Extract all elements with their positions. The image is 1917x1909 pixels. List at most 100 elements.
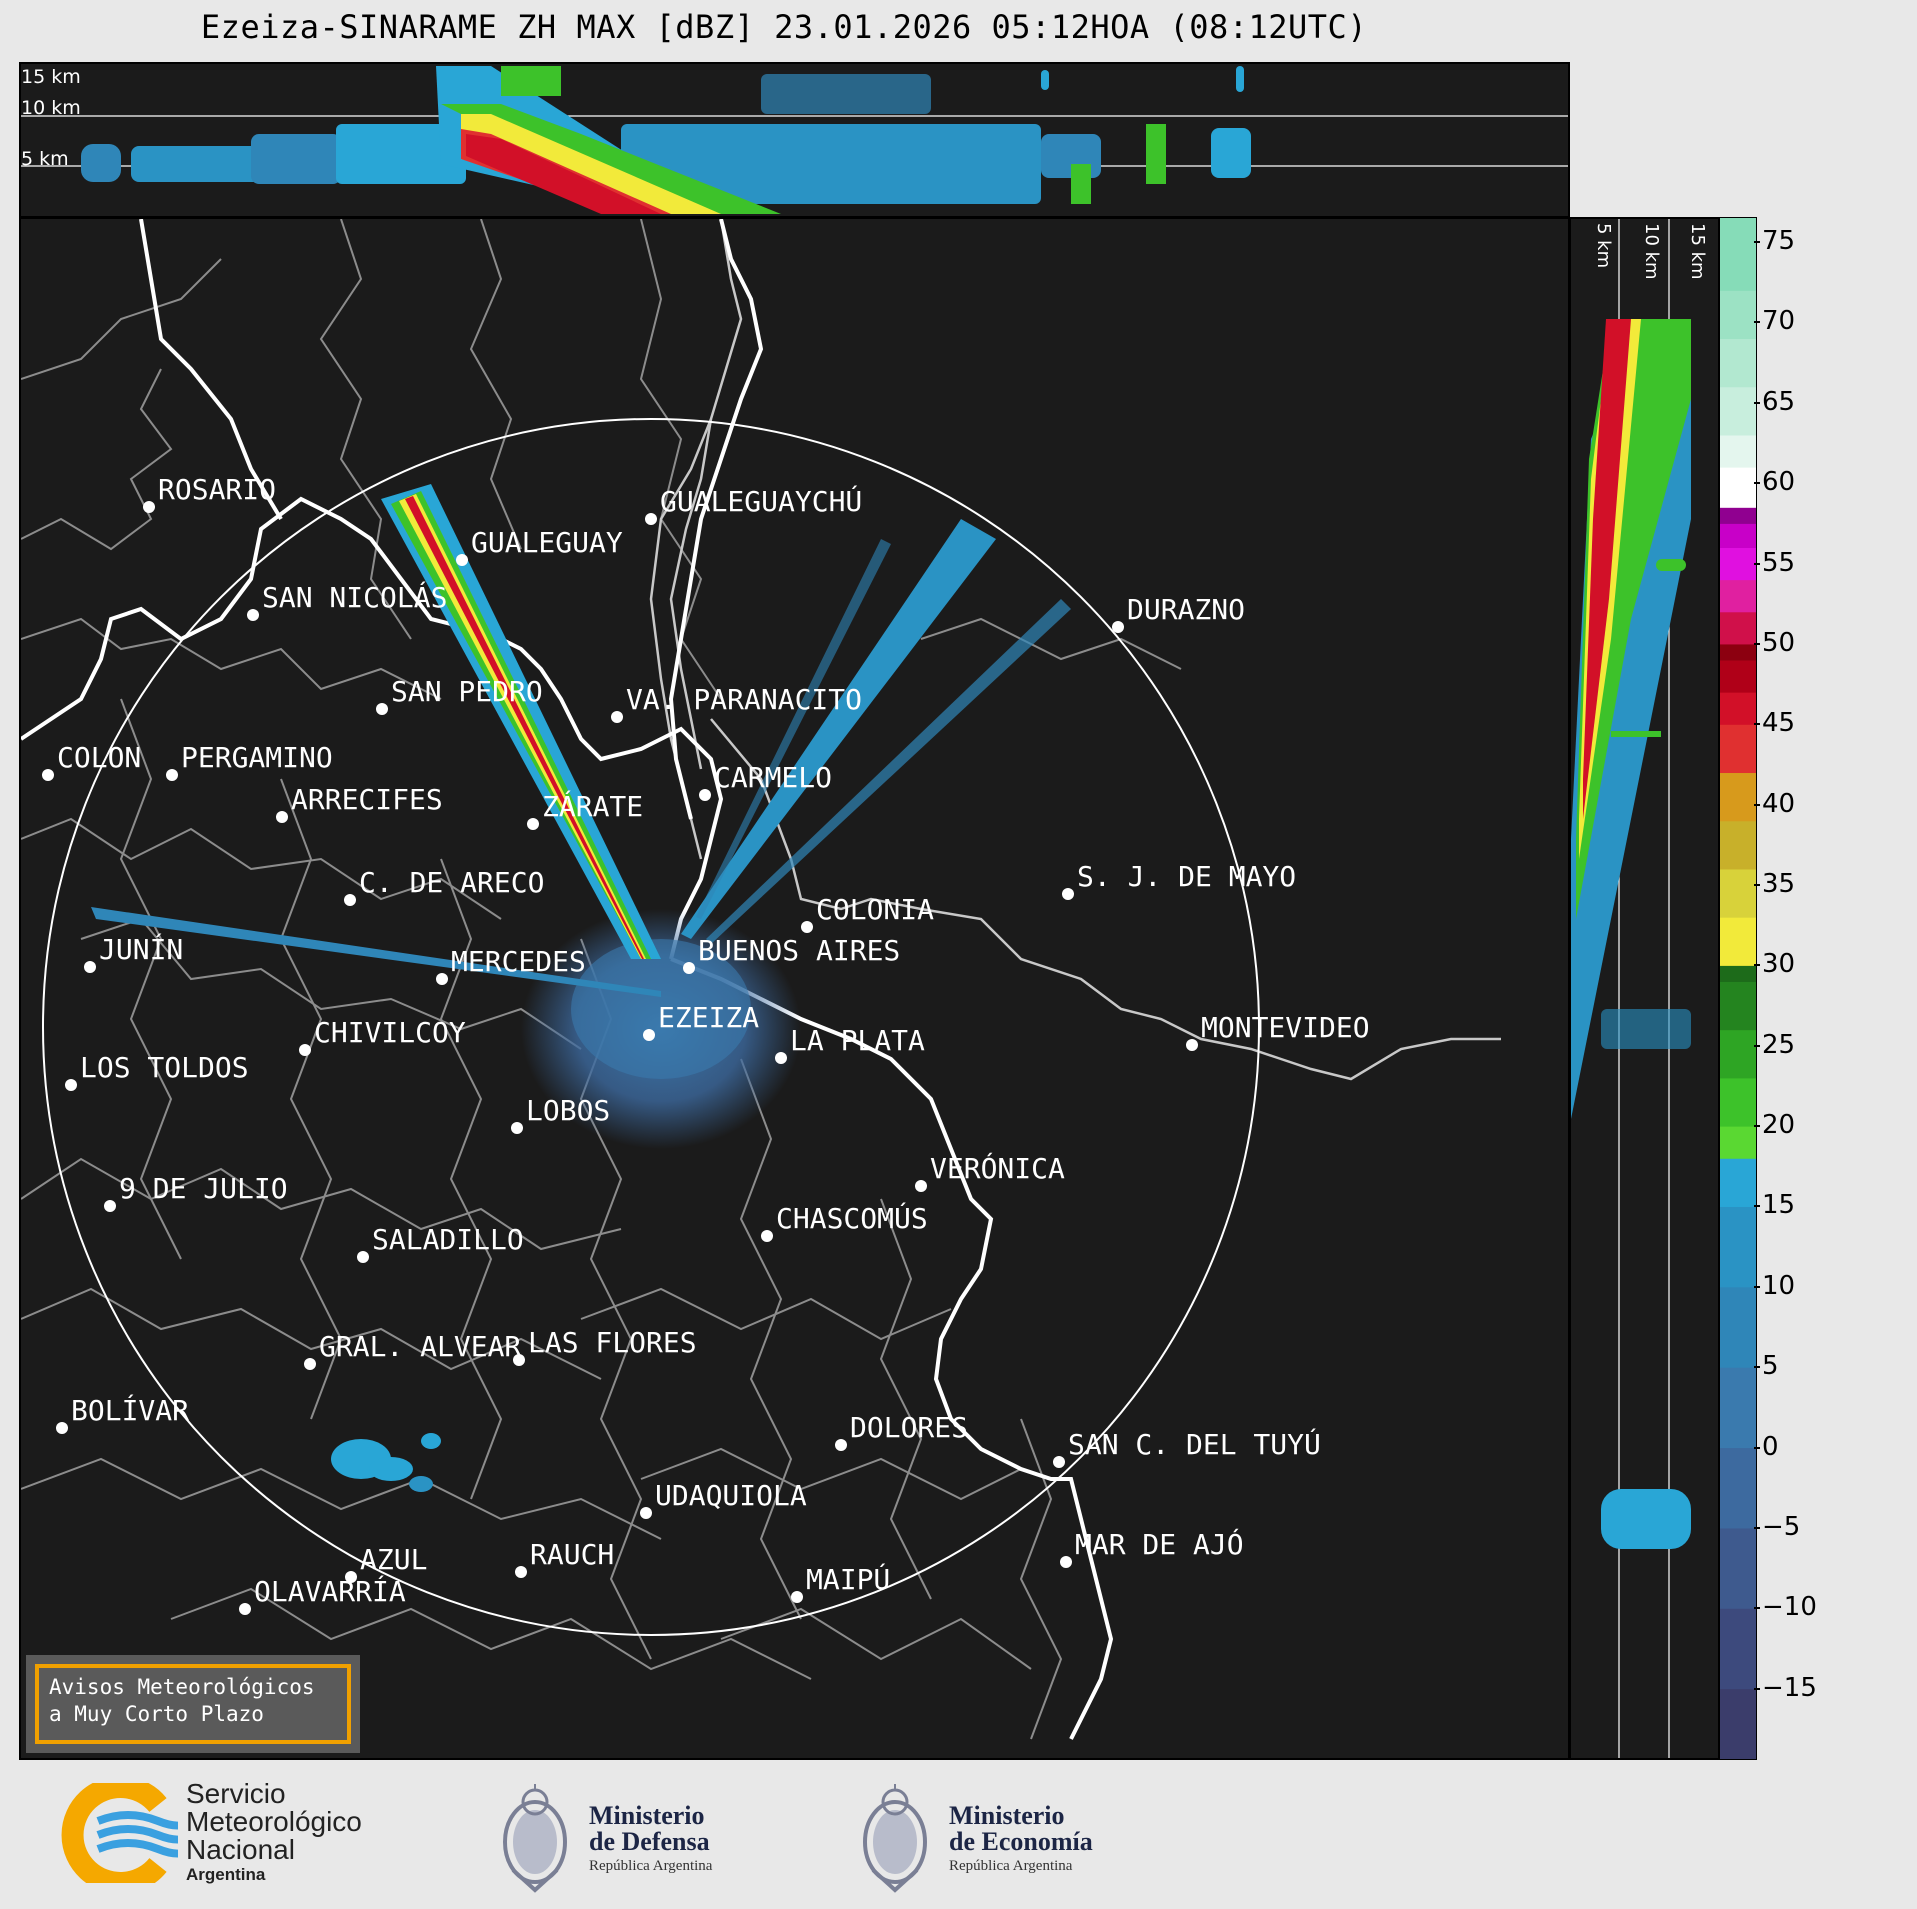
city-marker: VA. PARANACITO	[611, 683, 862, 723]
colorbar-segment	[1720, 868, 1758, 918]
city-dot	[1186, 1039, 1198, 1051]
city-marker: BUENOS AIRES	[683, 934, 900, 974]
city-marker: DURAZNO	[1112, 593, 1245, 633]
side-alt-label-5: 5 km	[1593, 223, 1614, 269]
city-marker: CHASCOMÚS	[761, 1201, 928, 1242]
colorbar-segment	[1720, 772, 1758, 822]
colorbar-segment	[1720, 1126, 1758, 1159]
colorbar-tick-label: 75	[1753, 226, 1796, 257]
smn-line1: Servicio	[186, 1778, 286, 1809]
city-marker: SALADILLO	[357, 1223, 524, 1263]
argentina-seal-icon	[503, 1784, 567, 1893]
smn-name: Servicio Meteorológico Nacional Argentin…	[186, 1780, 362, 1886]
city-dot	[835, 1439, 847, 1451]
colorbar-tick-label: 20	[1753, 1110, 1796, 1141]
city-marker: SAN PEDRO	[376, 675, 543, 715]
colorbar-gradient	[1719, 217, 1758, 1762]
city-marker: MONTEVIDEO	[1186, 1011, 1370, 1051]
city-marker: OLAVARRÍA	[239, 1574, 406, 1615]
city-label: VA. PARANACITO	[626, 683, 862, 716]
city-label: LA PLATA	[790, 1024, 925, 1057]
city-marker: LOS TOLDOS	[65, 1051, 249, 1091]
city-label: RAUCH	[530, 1538, 614, 1571]
city-dot	[761, 1230, 773, 1242]
city-marker: DOLORES	[835, 1411, 968, 1451]
smn-line2: Meteorológico	[186, 1806, 362, 1837]
city-label: ARRECIFES	[291, 783, 443, 816]
smn-logo: Servicio Meteorológico Nacional Argentin…	[58, 1780, 362, 1886]
top-alt-label-15: 15 km	[21, 66, 81, 88]
city-label: GUALEGUAY	[471, 526, 623, 559]
city-label: MERCEDES	[451, 945, 586, 978]
colorbar-tick-label: 15	[1753, 1190, 1796, 1221]
city-dot	[699, 789, 711, 801]
defensa-line1: Ministerio	[589, 1801, 705, 1830]
city-marker: UDAQUIOLA	[640, 1479, 807, 1519]
city-dot	[527, 818, 539, 830]
colorbar-tick-label: −10	[1754, 1592, 1817, 1623]
city-marker: GUALEGUAY	[456, 526, 623, 566]
colorbar	[1719, 217, 1759, 1762]
colorbar-segment	[1720, 643, 1758, 661]
colorbar-segment	[1720, 1608, 1758, 1690]
city-marker: BOLÍVAR	[56, 1393, 189, 1434]
city-marker: ZÁRATE	[527, 789, 643, 830]
colorbar-tick-label: 70	[1753, 306, 1796, 337]
city-label: MAR DE AJÓ	[1075, 1527, 1244, 1561]
top-alt-label-5: 5 km	[21, 148, 69, 170]
colorbar-segment	[1720, 218, 1758, 291]
city-label: UDAQUIOLA	[655, 1479, 807, 1512]
colorbar-tick-label: 10	[1753, 1270, 1796, 1301]
city-marker: SAN C. DEL TUYÚ	[1053, 1427, 1321, 1468]
city-label: 9 DE JULIO	[119, 1172, 288, 1205]
city-marker: AZUL	[345, 1543, 427, 1583]
city-marker: MAR DE AJÓ	[1060, 1527, 1244, 1568]
city-dot	[683, 962, 695, 974]
colorbar-tick-label: 55	[1753, 547, 1796, 578]
colorbar-segment	[1720, 917, 1758, 966]
city-label: LOBOS	[526, 1094, 610, 1127]
city-dot	[143, 501, 155, 513]
radar-map: ROSARIO GUALEGUAYCHÚ GUALEGUAY SAN NICOLÁS D…	[19, 217, 1570, 1760]
side-alt-label-10: 10 km	[1641, 223, 1662, 280]
city-dot	[304, 1358, 316, 1370]
city-label: SAN NICOLÁS	[262, 580, 447, 614]
city-label: ROSARIO	[158, 473, 276, 506]
top-strong-echoes	[436, 66, 1166, 214]
colorbar-segment	[1720, 1447, 1758, 1529]
city-label: EZEIZA	[658, 1001, 759, 1034]
city-dot	[239, 1603, 251, 1615]
colorbar-tick-label: 40	[1753, 788, 1796, 819]
city-label: GUALEGUAYCHÚ	[660, 484, 862, 518]
city-dot	[345, 1571, 357, 1583]
colorbar-segment	[1720, 1206, 1758, 1288]
city-label: MONTEVIDEO	[1201, 1011, 1370, 1044]
city-dot	[56, 1422, 68, 1434]
notice-box: Avisos Meteorológicos a Muy Corto Plazo	[26, 1655, 360, 1753]
city-marker: GUALEGUAYCHÚ	[645, 484, 862, 525]
colorbar-tick-label: 30	[1753, 949, 1796, 980]
city-dot	[166, 769, 178, 781]
top-cross-section: 15 km 10 km 5 km	[19, 62, 1570, 218]
colorbar-tick-label: 35	[1753, 869, 1796, 900]
city-label: SAN C. DEL TUYÚ	[1068, 1427, 1321, 1461]
city-dot	[643, 1029, 655, 1041]
city-marker: CARMELO	[699, 761, 832, 801]
colorbar-tick-label: 5	[1754, 1351, 1779, 1382]
colorbar-segment	[1720, 467, 1758, 508]
top-cross-section-plot	[21, 66, 1568, 214]
city-label: LAS FLORES	[528, 1326, 697, 1359]
city-dot	[247, 609, 259, 621]
city-label: OLAVARRÍA	[254, 1574, 406, 1608]
city-label: CHIVILCOY	[314, 1016, 466, 1049]
city-marker: JUNÍN	[84, 932, 183, 973]
side-alt-label-15: 15 km	[1687, 223, 1708, 280]
colorbar-segment	[1720, 1286, 1758, 1368]
defensa-line2: de Defensa	[589, 1827, 710, 1856]
defensa-line3: República Argentina	[589, 1858, 713, 1874]
top-weak-echoes	[81, 66, 1251, 204]
colorbar-tick-label: 60	[1753, 467, 1796, 498]
colorbar-segment	[1720, 724, 1758, 774]
colorbar-tick-label: 25	[1753, 1029, 1796, 1060]
colorbar-segment	[1720, 660, 1758, 693]
